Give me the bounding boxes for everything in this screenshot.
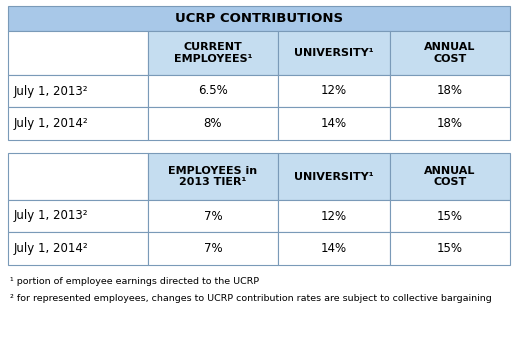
Text: July 1, 2013²: July 1, 2013² — [14, 85, 89, 98]
Text: July 1, 2014²: July 1, 2014² — [14, 117, 89, 130]
Bar — [278, 31, 390, 75]
Text: 14%: 14% — [321, 242, 347, 255]
Text: CURRENT
EMPLOYEES¹: CURRENT EMPLOYEES¹ — [173, 42, 252, 64]
Text: 6.5%: 6.5% — [198, 85, 228, 98]
Bar — [8, 200, 148, 232]
Bar — [148, 232, 278, 265]
Text: 12%: 12% — [321, 209, 347, 222]
Bar — [278, 153, 390, 200]
Text: 18%: 18% — [437, 117, 463, 130]
Bar — [390, 200, 510, 232]
Bar — [390, 153, 510, 200]
Bar — [148, 75, 278, 107]
Bar — [278, 232, 390, 265]
Bar — [278, 107, 390, 140]
Text: UCRP CONTRIBUTIONS: UCRP CONTRIBUTIONS — [175, 12, 343, 25]
Bar — [278, 75, 390, 107]
Bar — [8, 6, 510, 31]
Text: UNIVERSITY¹: UNIVERSITY¹ — [294, 172, 374, 181]
Text: 15%: 15% — [437, 242, 463, 255]
Text: 7%: 7% — [204, 242, 222, 255]
Text: ² for represented employees, changes to UCRP contribution rates are subject to c: ² for represented employees, changes to … — [10, 294, 492, 303]
Bar — [390, 232, 510, 265]
Text: 7%: 7% — [204, 209, 222, 222]
Bar — [8, 232, 148, 265]
Bar — [390, 107, 510, 140]
Bar — [8, 75, 148, 107]
Bar — [148, 153, 278, 200]
Text: ANNUAL
COST: ANNUAL COST — [424, 42, 476, 64]
Bar — [8, 107, 148, 140]
Bar — [390, 75, 510, 107]
Text: EMPLOYEES in
2013 TIER¹: EMPLOYEES in 2013 TIER¹ — [168, 166, 257, 187]
Bar — [148, 200, 278, 232]
Text: ANNUAL
COST: ANNUAL COST — [424, 166, 476, 187]
Bar — [148, 31, 278, 75]
Text: July 1, 2013²: July 1, 2013² — [14, 209, 89, 222]
Text: July 1, 2014²: July 1, 2014² — [14, 242, 89, 255]
Text: 8%: 8% — [204, 117, 222, 130]
Text: UNIVERSITY¹: UNIVERSITY¹ — [294, 48, 374, 58]
Bar — [8, 153, 148, 200]
Text: ¹ portion of employee earnings directed to the UCRP: ¹ portion of employee earnings directed … — [10, 277, 259, 286]
Text: 15%: 15% — [437, 209, 463, 222]
Bar — [8, 31, 148, 75]
Bar — [148, 107, 278, 140]
Bar — [390, 31, 510, 75]
Text: 12%: 12% — [321, 85, 347, 98]
Bar — [278, 200, 390, 232]
Text: 14%: 14% — [321, 117, 347, 130]
Text: 18%: 18% — [437, 85, 463, 98]
